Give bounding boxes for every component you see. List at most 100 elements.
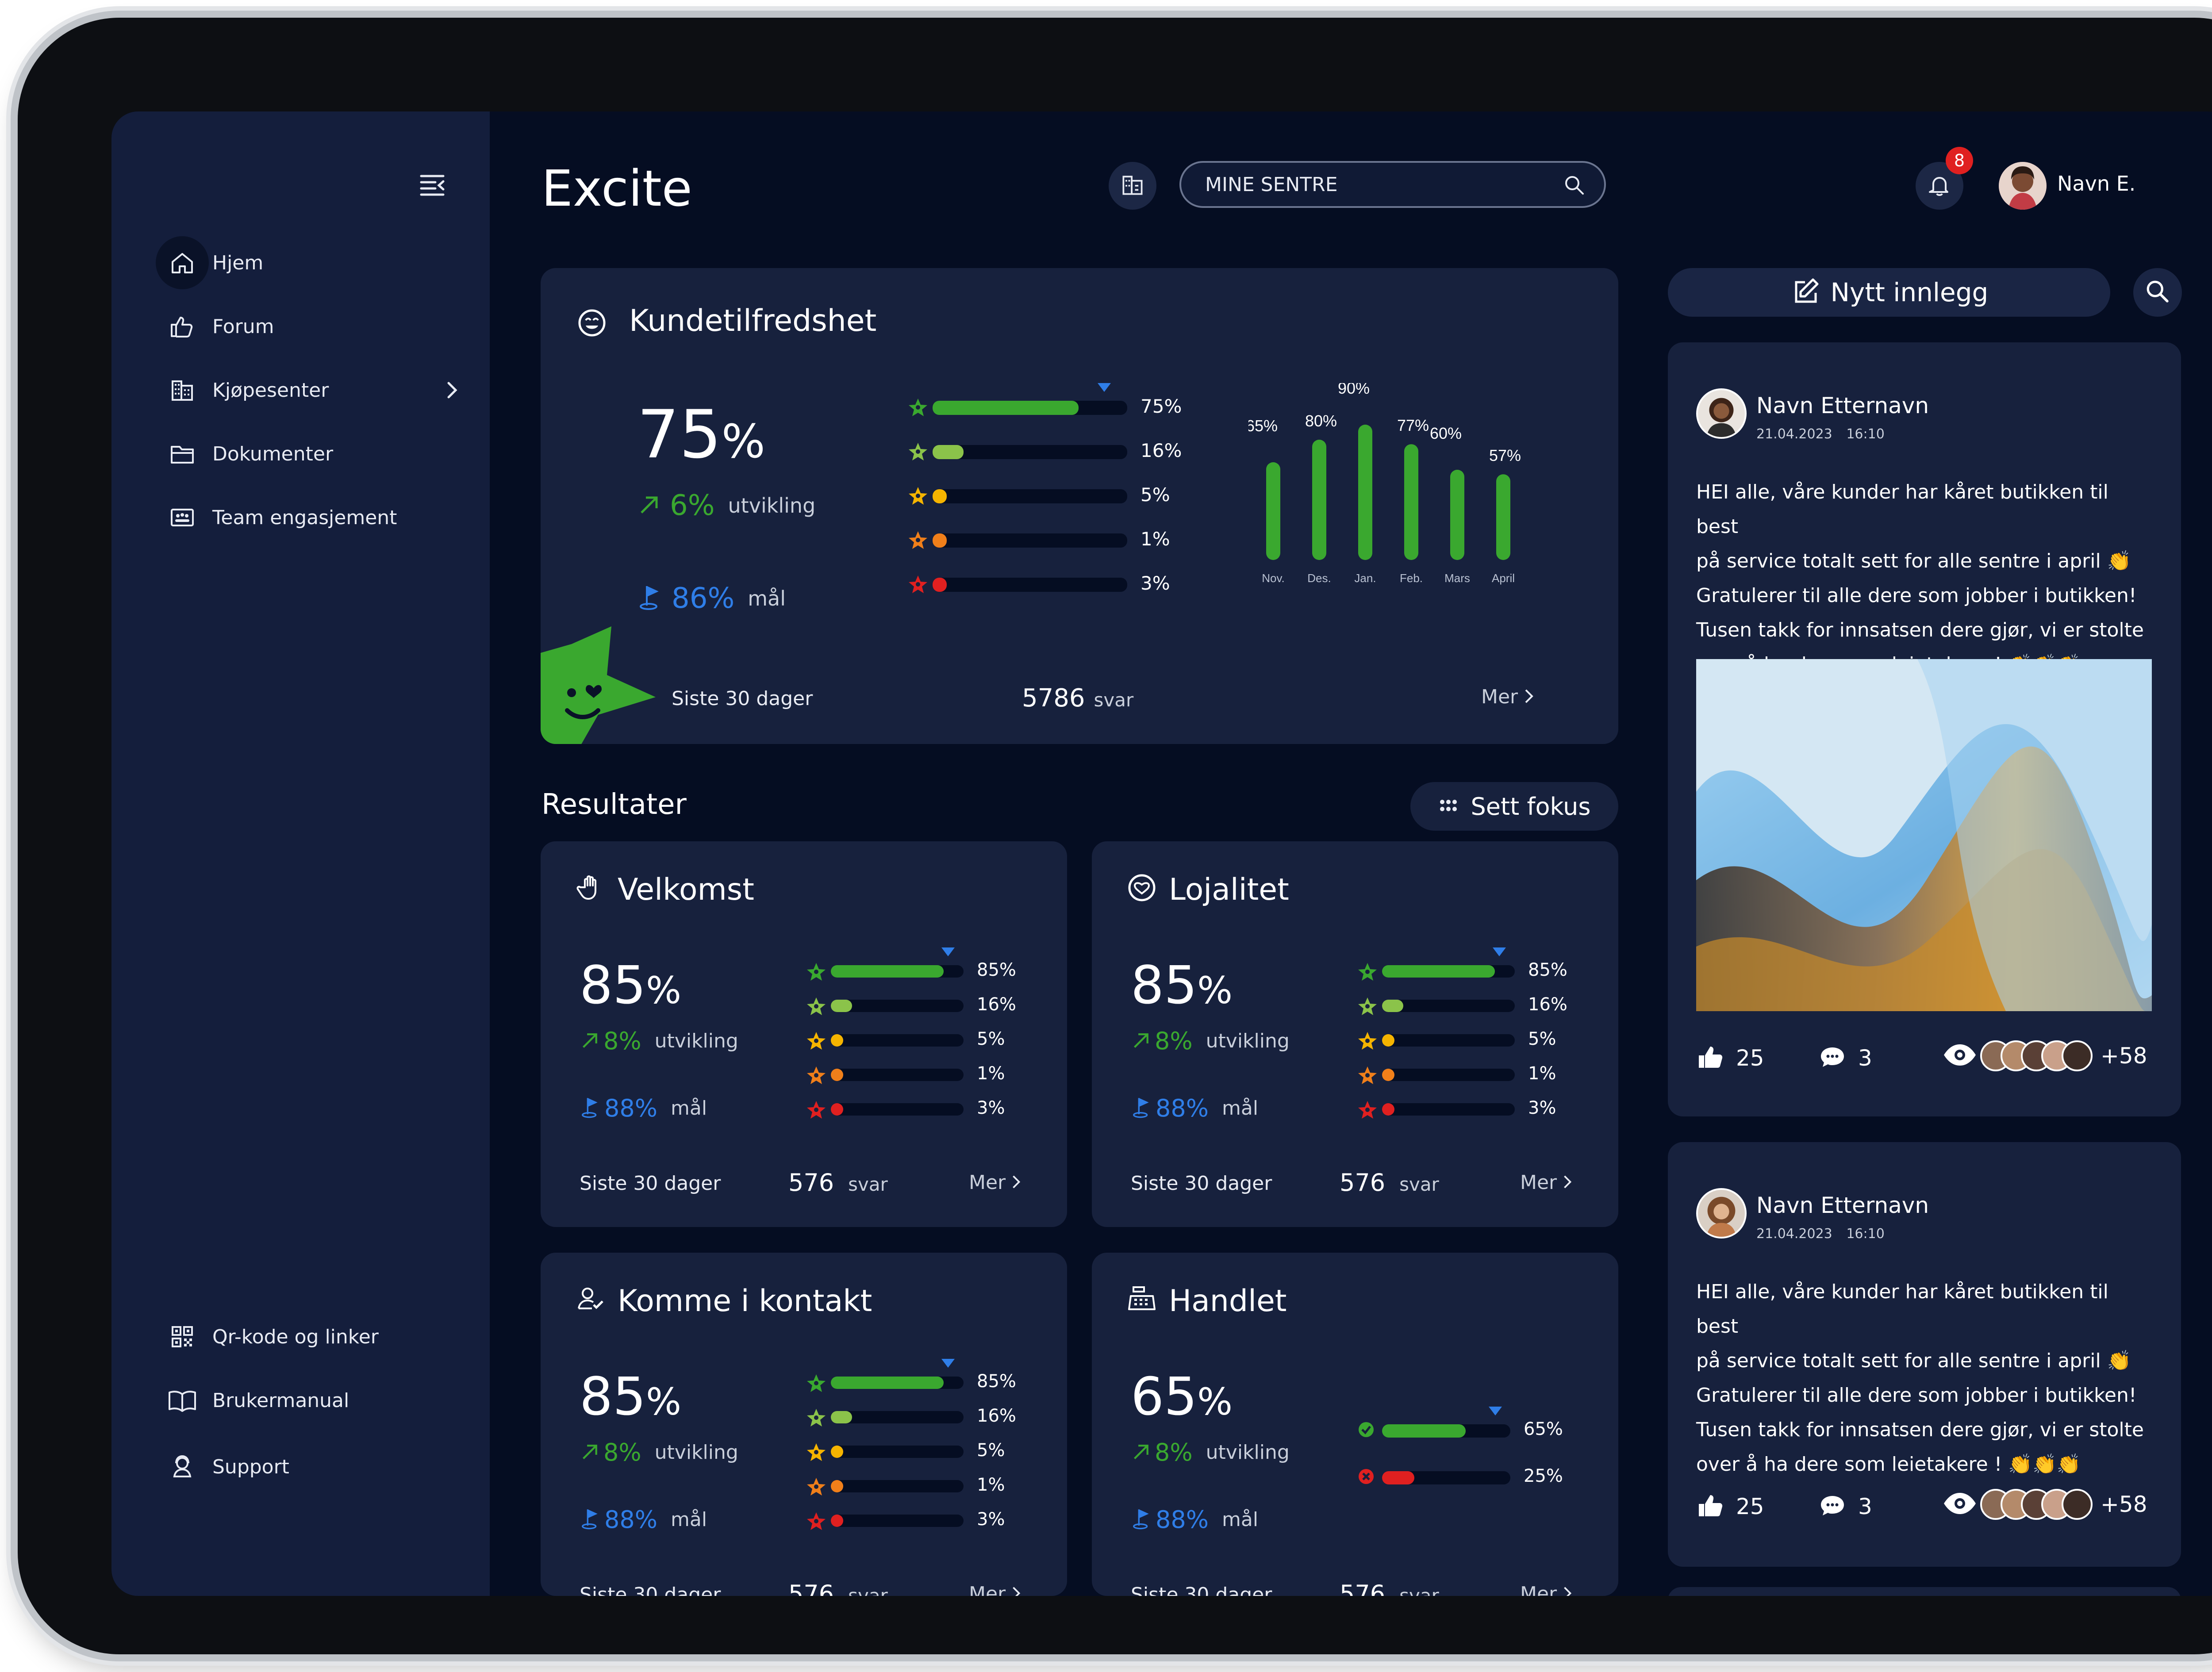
chart-value-label: 65% xyxy=(1248,417,1278,435)
more-link[interactable]: Mer xyxy=(1481,686,1536,708)
chart-bar xyxy=(1450,470,1464,560)
result-percent: 85% xyxy=(580,955,681,1016)
rating-distribution: 85% 16% 5% 1% 3% xyxy=(1357,943,1605,1129)
development-row: 8% utvikling xyxy=(580,1438,738,1466)
responses-label: svar xyxy=(1094,689,1134,711)
rating-bar-label: 85% xyxy=(977,1371,1016,1392)
viewers[interactable]: +58 xyxy=(1942,1489,2147,1520)
comment-button[interactable]: 3 xyxy=(1818,1492,1872,1522)
post-date: 21.04.2023 xyxy=(1756,426,1832,442)
more-link[interactable]: Mer xyxy=(1520,1583,1574,1596)
like-button[interactable]: 25 xyxy=(1696,1492,1764,1522)
development-value: 8% xyxy=(1155,1438,1193,1466)
responses-count: 576 xyxy=(1340,1580,1386,1596)
post-card-peek xyxy=(1668,1587,2181,1596)
post-line: på service totalt sett for alle sentre i… xyxy=(1696,550,2131,572)
trend-up-icon xyxy=(580,1441,601,1464)
sidebar-item-team-engasjement[interactable]: Team engasjement xyxy=(156,495,474,540)
star-icon xyxy=(806,1407,826,1430)
post-line: HEI alle, våre kunder har kåret butikken… xyxy=(1696,481,2108,538)
sidebar-item-forum[interactable]: Forum xyxy=(156,304,474,349)
centers-toggle-button[interactable] xyxy=(1109,162,1156,210)
chart-category-label: Mars xyxy=(1444,571,1470,585)
star-icon xyxy=(908,486,928,508)
trend-up-icon xyxy=(580,1030,601,1053)
user-check-icon xyxy=(575,1284,606,1316)
more-label: Mer xyxy=(1520,1583,1557,1596)
sidebar-item-hjem[interactable]: Hjem xyxy=(156,236,474,289)
chart-value-label: 90% xyxy=(1338,383,1370,397)
development-label: utvikling xyxy=(654,1441,738,1464)
rating-bar-track xyxy=(933,445,1127,459)
post-image[interactable] xyxy=(1696,659,2152,1011)
result-card[interactable]: Komme i kontakt 85% 8% utvikling 88% mål 85% 16… xyxy=(541,1253,1067,1596)
more-link[interactable]: Mer xyxy=(969,1171,1022,1194)
sidebar-item-kjopesenter[interactable]: Kjøpesenter xyxy=(156,368,474,412)
bell-icon xyxy=(1927,173,1952,199)
author-name: Navn Etternavn xyxy=(1756,1193,1929,1218)
viewers[interactable]: +58 xyxy=(1942,1040,2147,1071)
more-link[interactable]: Mer xyxy=(969,1583,1022,1596)
sidebar-item-support[interactable]: Support xyxy=(156,1445,474,1489)
sidebar-item-brukermanual[interactable]: Brukermanual xyxy=(156,1378,474,1423)
goal-marker-icon xyxy=(1493,947,1506,959)
star-icon xyxy=(806,1511,826,1533)
sidebar-item-dokumenter[interactable]: Dokumenter xyxy=(156,432,474,476)
user-avatar[interactable] xyxy=(1999,162,2047,210)
qr-code-icon xyxy=(156,1310,209,1363)
star-icon xyxy=(806,1442,826,1464)
post-card: Navn Etternavn 21.04.2023 16:10 HEI alle… xyxy=(1668,1142,2181,1567)
user-name[interactable]: Navn E. xyxy=(2057,172,2136,196)
center-search-input[interactable]: MINE SENTRE xyxy=(1179,161,1606,208)
result-card[interactable]: Lojalitet 85% 8% utvikling 88% mål 85% 16% 5% 1% 3… xyxy=(1092,841,1618,1227)
rating-bar-label: 5% xyxy=(1528,1029,1556,1049)
development-value: 8% xyxy=(1155,1027,1193,1055)
responses-label: svar xyxy=(848,1173,888,1195)
result-card[interactable]: Handlet 65% 8% utvikling 88% mål 65% 25% Siste 3… xyxy=(1092,1253,1618,1596)
search-icon[interactable] xyxy=(1563,173,1586,199)
set-focus-button[interactable]: Sett fokus xyxy=(1410,782,1618,831)
chart-bar xyxy=(1312,440,1326,560)
rating-bar-label: 5% xyxy=(977,1440,1005,1461)
goal-value: 86% xyxy=(672,582,735,615)
collapse-menu-icon[interactable] xyxy=(416,168,451,203)
period-label: Siste 30 dager xyxy=(1131,1172,1272,1195)
app-screen: Hjem Forum Kjøpesenter xyxy=(111,111,2212,1596)
viewers-extra: +58 xyxy=(2101,1492,2147,1517)
rating-distribution: 75% 16% 5% 1% 3% xyxy=(908,383,1217,604)
feed-search-button[interactable] xyxy=(2133,268,2182,317)
rating-bar-label: 5% xyxy=(1141,484,1170,506)
percent-sign: % xyxy=(1197,969,1233,1012)
search-icon xyxy=(2144,278,2171,307)
like-count: 25 xyxy=(1736,1494,1764,1519)
rating-bar-label: 1% xyxy=(977,1063,1005,1084)
chart-value-label: 77% xyxy=(1397,416,1429,434)
result-card-title: Komme i kontakt xyxy=(618,1284,872,1319)
period-label: Siste 30 dager xyxy=(1131,1584,1272,1596)
star-icon xyxy=(908,397,928,419)
sidebar-item-qr-kode[interactable]: Qr-kode og linker xyxy=(156,1315,474,1359)
comment-button[interactable]: 3 xyxy=(1818,1043,1872,1073)
rating-bar-label: 16% xyxy=(1528,994,1567,1015)
star-icon xyxy=(1357,996,1378,1018)
notification-badge: 8 xyxy=(1946,147,1973,174)
more-link[interactable]: Mer xyxy=(1520,1171,1574,1194)
new-post-button[interactable]: Nytt innlegg xyxy=(1668,268,2110,317)
author-avatar xyxy=(1696,388,1747,439)
rating-bar-fill xyxy=(1382,1034,1394,1047)
development-label: utvikling xyxy=(1206,1441,1290,1464)
like-button[interactable]: 25 xyxy=(1696,1043,1764,1073)
development-row: 6% utvikling xyxy=(637,489,815,522)
responses-label: svar xyxy=(848,1585,888,1596)
rating-bar-track xyxy=(1382,1103,1515,1116)
goal-row: 88% mål xyxy=(1131,1506,1258,1534)
result-card[interactable]: Velkomst 85% 8% utvikling 88% mål 85% 16% 5% 1% 3%… xyxy=(541,841,1067,1227)
comment-icon xyxy=(1818,1492,1847,1522)
smiley-icon xyxy=(576,307,608,341)
check-icon xyxy=(1357,1421,1375,1440)
chart-value-label: 57% xyxy=(1489,446,1521,464)
post-line: Gratulerer til alle dere som jobber i bu… xyxy=(1696,1384,2137,1407)
post-date: 21.04.2023 xyxy=(1756,1226,1832,1242)
chevron-right-icon xyxy=(1522,686,1536,708)
post-line: på service totalt sett for alle sentre i… xyxy=(1696,1350,2131,1372)
